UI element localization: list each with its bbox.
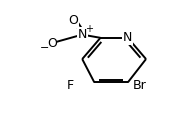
Text: F: F: [66, 79, 74, 92]
Text: N: N: [78, 28, 87, 41]
Text: −: −: [40, 43, 50, 53]
Text: N: N: [123, 31, 132, 44]
Text: +: +: [85, 24, 93, 34]
Text: O: O: [47, 37, 57, 50]
Text: O: O: [68, 14, 78, 27]
Text: Br: Br: [133, 79, 147, 92]
